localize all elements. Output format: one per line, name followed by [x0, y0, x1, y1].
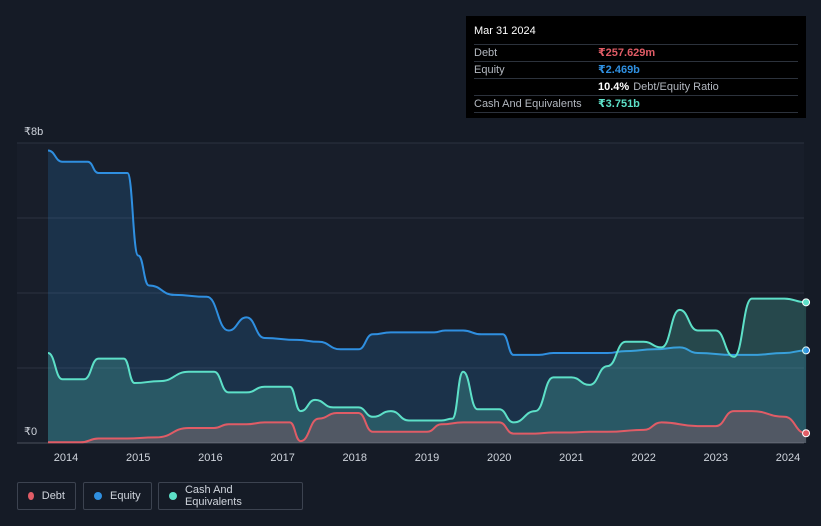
legend-cash-label: Cash And Equivalents	[184, 484, 242, 508]
x-tick-label: 2018	[343, 452, 367, 464]
tooltip-cash-label: Cash And Equivalents	[474, 98, 582, 110]
x-tick-label: 2024	[776, 452, 800, 464]
grid-lines	[17, 142, 804, 444]
debt-area	[48, 411, 807, 443]
x-tick-label: 2022	[631, 452, 655, 464]
tooltip-debt-value: ₹257.629m	[598, 47, 656, 59]
x-tick-label: 2017	[270, 452, 294, 464]
equity-area	[48, 150, 807, 443]
cash-line	[47, 297, 807, 424]
tooltip-row-equity: Equity ₹2.469b	[474, 62, 798, 79]
cash-area	[48, 298, 807, 443]
tooltip-date: Mar 31 2024	[474, 24, 798, 45]
x-axis-ticks: 2014 2015 2016 2017 2018 2019 2020 2021 2022 2023…	[54, 452, 800, 464]
legend-item-equity[interactable]: Equity	[83, 482, 152, 510]
legend-item-cash[interactable]: Cash And Equivalents	[158, 482, 303, 510]
x-tick-label: 2023	[704, 452, 728, 464]
series-areas	[47, 149, 811, 444]
cash-end-point	[802, 298, 811, 307]
x-tick-label: 2015	[126, 452, 150, 464]
legend-debt-dot	[28, 492, 34, 500]
tooltip-equity-value: ₹2.469b	[598, 64, 640, 76]
y-axis-max-label: ₹8b	[24, 126, 44, 138]
tooltip-debt-label: Debt	[474, 47, 498, 59]
tooltip-equity-label: Equity	[474, 64, 505, 76]
tooltip-ratio-label: Debt/Equity Ratio	[633, 81, 719, 93]
tooltip-row-cash: Cash And Equivalents ₹3.751b	[474, 96, 798, 113]
equity-end-point	[802, 346, 811, 355]
legend-equity-dot	[94, 492, 102, 500]
tooltip-row-debt: Debt ₹257.629m	[474, 45, 798, 62]
x-tick-label: 2014	[54, 452, 78, 464]
legend-cash-dot	[169, 492, 177, 500]
legend-equity-label: Equity	[110, 490, 141, 502]
tooltip-row-ratio: 10.4% Debt/Equity Ratio	[474, 79, 798, 96]
y-axis-min-label: ₹0	[24, 426, 38, 438]
x-tick-label: 2021	[559, 452, 583, 464]
legend-item-debt[interactable]: Debt	[17, 482, 76, 510]
tooltip-ratio-value: 10.4%	[598, 81, 630, 93]
x-tick-label: 2019	[415, 452, 439, 464]
data-tooltip: Mar 31 2024 Debt ₹257.629m Equity ₹2.469…	[466, 16, 806, 118]
debt-end-point	[802, 429, 811, 438]
x-tick-label: 2016	[198, 452, 222, 464]
legend-debt-label: Debt	[41, 490, 65, 502]
tooltip-cash-value: ₹3.751b	[598, 98, 640, 110]
debt-line	[47, 410, 807, 444]
x-tick-label: 2020	[487, 452, 511, 464]
equity-line	[47, 149, 807, 356]
